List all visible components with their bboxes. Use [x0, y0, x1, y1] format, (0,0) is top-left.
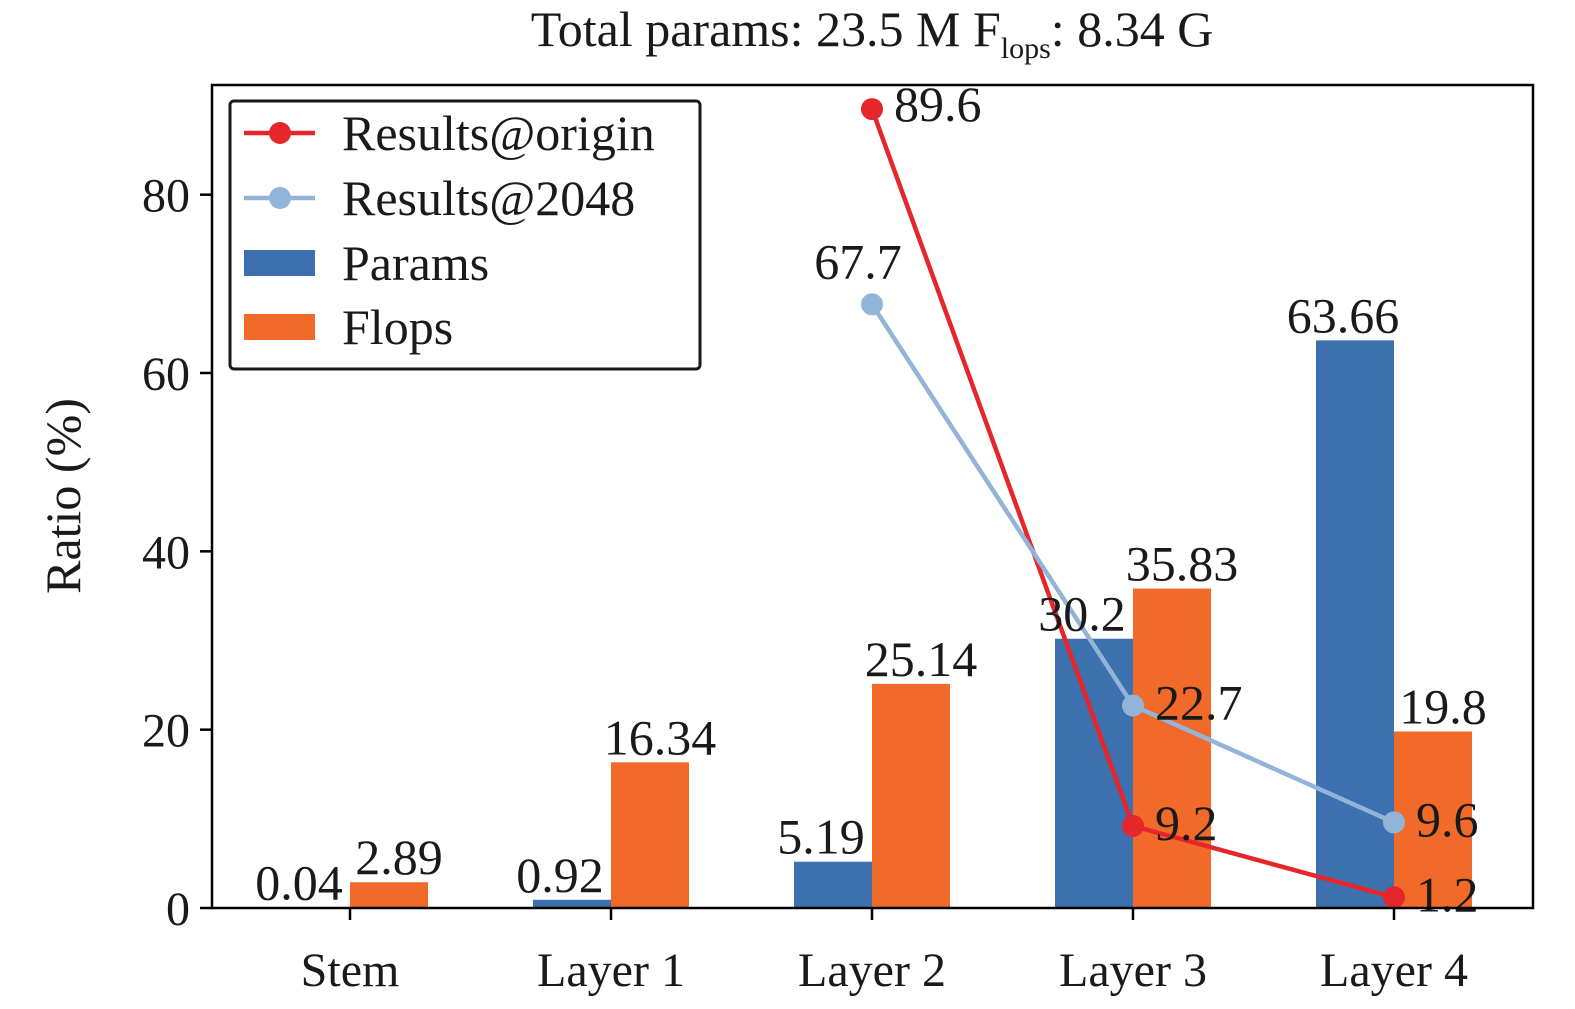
data-label-flops: 19.8 — [1399, 678, 1487, 734]
point-label-results-2048: 67.7 — [814, 233, 902, 289]
y-tick-label: 20 — [142, 705, 190, 758]
point-results-origin — [1122, 814, 1144, 837]
point-label-results-2048: 22.7 — [1155, 675, 1243, 731]
x-tick-label: Layer 3 — [1059, 944, 1207, 997]
point-results-2048 — [861, 293, 883, 316]
bar-flops-stem — [350, 882, 428, 908]
bar-flops-layer-4 — [1394, 731, 1472, 908]
data-label-flops: 16.34 — [604, 709, 717, 765]
chart-title-suffix: : 8.34 G — [1051, 1, 1214, 57]
legend-label-flops: Flops — [342, 299, 453, 355]
legend-label-results-origin: Results@origin — [342, 105, 655, 161]
axes: 0 20 40 60 80 Stem Layer 1 Layer 2 Layer 3 Layer … — [142, 83, 1535, 997]
bar-flops-layer-2 — [872, 683, 950, 908]
x-tick-label: Layer 2 — [798, 944, 946, 997]
x-tick-label: Stem — [301, 944, 400, 997]
lines-layer — [861, 98, 1405, 909]
point-results-2048 — [1122, 694, 1144, 717]
bar-params-layer-3 — [1055, 638, 1133, 908]
chart-title-subscript: lops — [1001, 32, 1051, 65]
bars-layer — [272, 340, 1472, 909]
data-label-params: 30.2 — [1038, 586, 1126, 642]
point-results-origin — [861, 98, 883, 121]
bar-flops-layer-3 — [1133, 588, 1211, 908]
bar-flops-layer-1 — [611, 762, 689, 908]
data-label-params: 0.04 — [255, 855, 343, 911]
y-tick-label: 60 — [142, 348, 190, 401]
legend-box — [228, 99, 702, 371]
legend-label-results-2048: Results@2048 — [342, 170, 635, 226]
data-label-flops: 25.14 — [865, 631, 978, 687]
bar-params-layer-4 — [1316, 340, 1394, 909]
bar-params-layer-1 — [533, 899, 611, 908]
point-results-2048 — [1383, 811, 1405, 834]
y-tick-label: 0 — [166, 883, 190, 936]
data-label-flops: 2.89 — [355, 829, 443, 885]
point-label-results-origin: 1.2 — [1416, 866, 1479, 922]
legend-swatch-flops — [244, 314, 315, 340]
y-tick-label: 40 — [142, 526, 190, 579]
legend-swatch-params — [244, 250, 315, 276]
x-tick-label: Layer 4 — [1320, 944, 1468, 997]
bar-params-layer-2 — [794, 861, 872, 908]
legend-label-params: Params — [342, 235, 489, 291]
chart-title: Total params: 23.5 M Flops: 8.34 G — [531, 1, 1214, 65]
point-label-results-2048: 9.6 — [1416, 791, 1479, 847]
y-tick-label: 80 — [142, 170, 190, 223]
point-label-results-origin: 9.2 — [1155, 795, 1218, 851]
point-results-origin — [1383, 886, 1405, 909]
data-label-params: 5.19 — [777, 809, 865, 865]
data-label-flops: 35.83 — [1126, 536, 1239, 592]
y-axis-label: Ratio (%) — [35, 398, 91, 594]
legend-marker-results-origin — [269, 122, 291, 144]
x-tick-label: Layer 1 — [537, 944, 685, 997]
legend: Results@origin Results@2048 Params Flops — [228, 99, 702, 371]
data-label-params: 0.92 — [516, 847, 604, 903]
legend-marker-results-2048 — [269, 187, 291, 209]
data-label-params: 63.66 — [1287, 287, 1400, 343]
chart-title-prefix: Total params: 23.5 M F — [531, 1, 1001, 57]
